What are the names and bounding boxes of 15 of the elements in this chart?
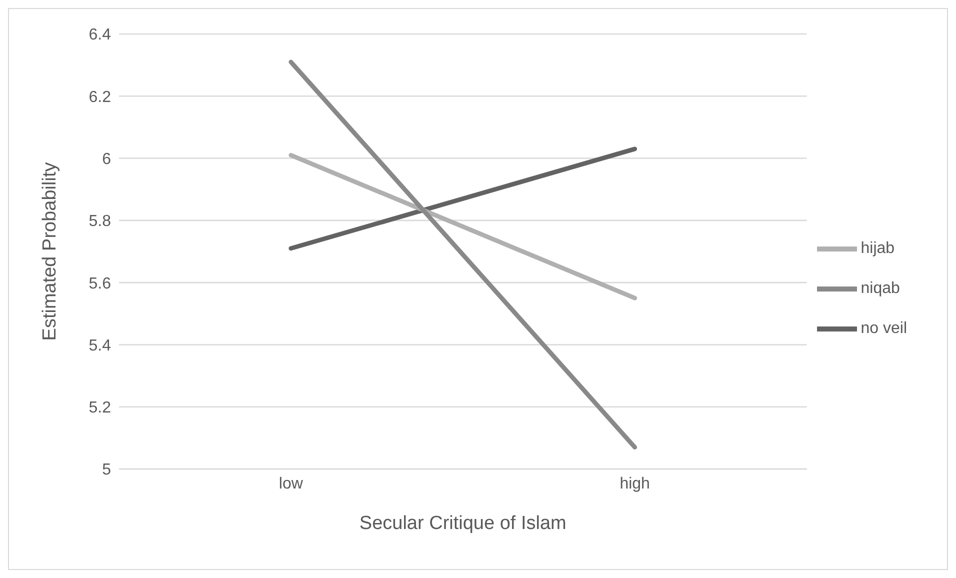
y-tick-label: 6.2 — [88, 88, 112, 106]
y-axis-title: Estimated Probability — [40, 162, 61, 341]
y-tick-label: 5 — [102, 462, 112, 479]
y-tick-label: 5.2 — [88, 400, 112, 417]
legend-label: hijab — [860, 240, 895, 258]
legend-label: no veil — [860, 320, 907, 338]
legend-label: niqab — [860, 280, 900, 298]
x-tick-label: high — [620, 475, 650, 492]
y-tick-label: 5.4 — [88, 337, 112, 354]
y-tick-label: 6.4 — [88, 26, 112, 44]
x-axis-title: Secular Critique of Islam — [359, 513, 566, 534]
y-tick-label: 5.8 — [88, 213, 112, 230]
y-tick-label: 6 — [102, 150, 112, 168]
x-tick-label: low — [278, 475, 304, 492]
y-tick-label: 5.6 — [88, 275, 112, 292]
